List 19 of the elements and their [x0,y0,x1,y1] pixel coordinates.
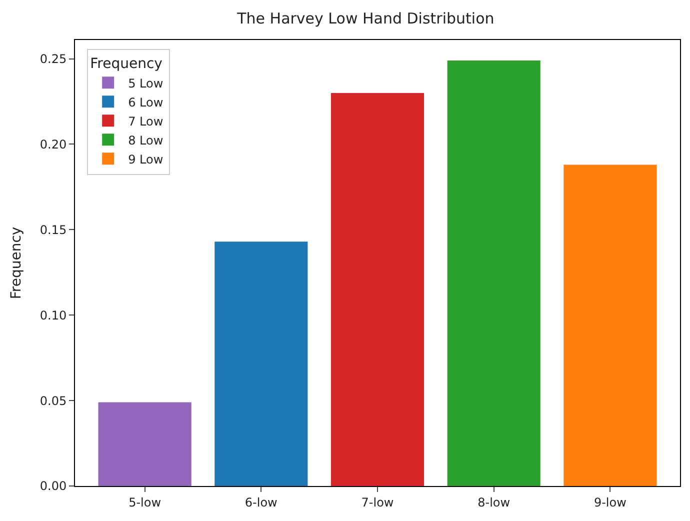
x-tick-label: 7-low [361,495,394,510]
x-tick-label: 9-low [594,495,627,510]
y-tick-label: 0.25 [40,52,67,66]
x-tick-label: 6-low [244,495,278,510]
y-tick-label: 0.15 [40,222,67,237]
chart-title: The Harvey Low Hand Distribution [236,10,494,28]
legend-title: Frequency [90,56,162,72]
y-tick-label: 0.10 [40,308,67,322]
y-axis-title: Frequency [8,226,24,300]
x-tick-label: 5-low [128,495,162,510]
legend-label: 5 Low [128,76,164,90]
y-tick-label: 0.20 [40,137,67,152]
y-tick-label: 0.05 [40,394,67,408]
y-tick-label: 0.00 [40,479,67,494]
legend-label: 6 Low [128,95,164,110]
legend-label: 7 Low [128,114,164,128]
x-tick-label: 8-low [478,495,510,510]
legend-label: 9 Low [128,152,164,166]
legend-label: 8 Low [128,133,164,148]
